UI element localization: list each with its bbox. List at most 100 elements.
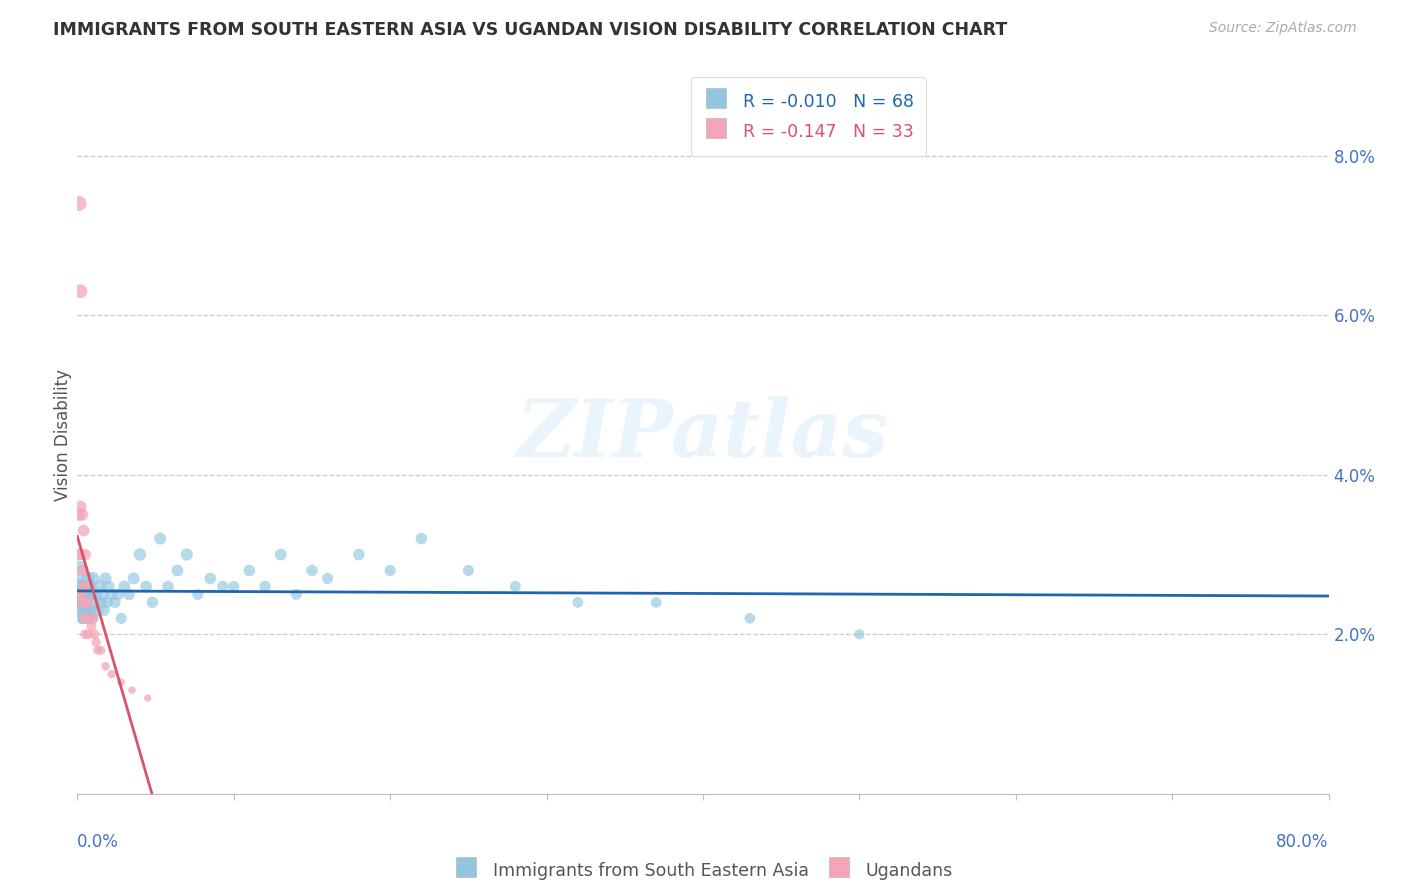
Text: IMMIGRANTS FROM SOUTH EASTERN ASIA VS UGANDAN VISION DISABILITY CORRELATION CHAR: IMMIGRANTS FROM SOUTH EASTERN ASIA VS UG…	[53, 21, 1008, 38]
Point	[79, 611, 101, 625]
Point	[75, 579, 97, 593]
Point	[90, 595, 112, 609]
Point	[80, 619, 103, 633]
Point	[86, 643, 108, 657]
Point	[90, 643, 112, 657]
Point	[70, 564, 93, 578]
Point	[141, 595, 163, 609]
Text: ZIPatlas: ZIPatlas	[517, 396, 889, 474]
Point	[69, 587, 91, 601]
Point	[69, 595, 91, 609]
Point	[136, 691, 159, 706]
Point	[301, 564, 323, 578]
Point	[77, 571, 100, 585]
Point	[347, 548, 370, 562]
Point	[270, 548, 292, 562]
Point	[82, 571, 104, 585]
Point	[79, 611, 101, 625]
Point	[93, 603, 115, 617]
Point	[69, 548, 91, 562]
Point	[70, 595, 93, 609]
Point	[129, 548, 152, 562]
Point	[72, 579, 94, 593]
Point	[110, 611, 132, 625]
Point	[70, 595, 93, 609]
Point	[316, 571, 339, 585]
Point	[72, 603, 94, 617]
Point	[83, 595, 105, 609]
Point	[738, 611, 761, 625]
Point	[79, 579, 101, 593]
Point	[82, 611, 104, 625]
Text: Source: ZipAtlas.com: Source: ZipAtlas.com	[1209, 21, 1357, 35]
Point	[91, 587, 114, 601]
Point	[211, 579, 233, 593]
Point	[75, 595, 97, 609]
Point	[107, 587, 129, 601]
Point	[69, 284, 91, 298]
Point	[149, 532, 172, 546]
Point	[457, 564, 479, 578]
Point	[69, 587, 91, 601]
Point	[567, 595, 589, 609]
Point	[94, 659, 117, 673]
Point	[285, 587, 308, 601]
Point	[76, 603, 98, 617]
Point	[380, 564, 402, 578]
Point	[96, 595, 118, 609]
Point	[505, 579, 527, 593]
Point	[76, 579, 98, 593]
Point	[77, 603, 100, 617]
Point	[67, 564, 90, 578]
Point	[77, 627, 100, 641]
Point	[238, 564, 260, 578]
Point	[80, 603, 103, 617]
Point	[84, 635, 107, 649]
Point	[200, 571, 222, 585]
Point	[84, 587, 107, 601]
Point	[67, 595, 90, 609]
Point	[75, 627, 97, 641]
Y-axis label: Vision Disability: Vision Disability	[55, 369, 73, 500]
Point	[77, 595, 100, 609]
Point	[222, 579, 245, 593]
Point	[72, 611, 94, 625]
Point	[112, 579, 135, 593]
Point	[122, 571, 145, 585]
Point	[67, 587, 90, 601]
Point	[76, 587, 98, 601]
Point	[69, 500, 91, 514]
Point	[100, 587, 122, 601]
Point	[94, 571, 117, 585]
Point	[67, 508, 90, 522]
Point	[104, 595, 127, 609]
Point	[70, 508, 93, 522]
Point	[72, 524, 94, 538]
Point	[848, 627, 870, 641]
Point	[110, 675, 132, 690]
Point	[80, 587, 103, 601]
Point	[82, 611, 104, 625]
Point	[67, 548, 90, 562]
Point	[67, 579, 90, 593]
Point	[75, 548, 97, 562]
Text: 0.0%: 0.0%	[77, 833, 120, 851]
Point	[70, 611, 93, 625]
Point	[187, 587, 209, 601]
Point	[76, 611, 98, 625]
Point	[83, 627, 105, 641]
Point	[69, 603, 91, 617]
Point	[75, 595, 97, 609]
Point	[121, 683, 143, 698]
Point	[86, 603, 108, 617]
Point	[411, 532, 433, 546]
Point	[166, 564, 188, 578]
Point	[135, 579, 157, 593]
Point	[75, 611, 97, 625]
Point	[89, 579, 111, 593]
Point	[72, 587, 94, 601]
Text: 80.0%: 80.0%	[1277, 833, 1329, 851]
Point	[645, 595, 668, 609]
Point	[70, 579, 93, 593]
Point	[67, 196, 90, 211]
